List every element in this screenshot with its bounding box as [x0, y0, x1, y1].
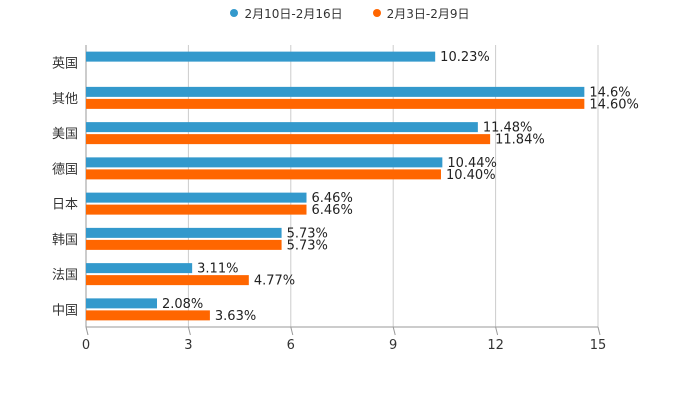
x-tick-mark [597, 326, 601, 336]
bar-series-2[interactable] [86, 275, 249, 286]
bar-series-2[interactable] [86, 169, 441, 180]
bar-series-2[interactable] [86, 98, 585, 109]
data-label-series-2: 6.46% [312, 203, 353, 218]
data-label-series-1: 5.73% [287, 226, 328, 241]
bar-series-1[interactable] [86, 86, 585, 97]
x-tick-label: 12 [487, 338, 504, 353]
data-label-series-1: 3.11% [197, 262, 238, 277]
legend-label-series-2: 2月3日-2月9日 [386, 6, 470, 21]
data-label-series-2: 11.84% [495, 133, 545, 148]
bar-series-2[interactable] [86, 310, 210, 321]
bar-series-1[interactable] [86, 227, 282, 238]
bar-series-1[interactable] [86, 51, 436, 62]
legend-label-series-1: 2月10日-2月16日 [244, 6, 343, 21]
category-label: 英国 [52, 57, 78, 72]
x-tick-mark [392, 326, 396, 336]
category-label: 德国 [52, 162, 78, 177]
x-tick-label: 9 [389, 338, 397, 353]
data-label-series-1: 14.6% [589, 85, 630, 100]
x-tick-label: 6 [287, 338, 295, 353]
x-tick-label: 0 [82, 338, 90, 353]
chart-bars [86, 51, 585, 321]
data-label-series-1: 10.23% [440, 50, 490, 65]
category-label: 日本 [52, 198, 78, 213]
x-tick-label: 15 [590, 338, 607, 353]
x-tick-mark [290, 326, 294, 336]
data-label-series-1: 10.44% [447, 156, 497, 171]
data-label-series-2: 5.73% [287, 238, 328, 253]
x-tick-label: 3 [184, 338, 192, 353]
legend-swatch-series-2 [372, 9, 381, 17]
category-label: 其他 [52, 92, 78, 107]
legend-item-series-2[interactable]: 2月3日-2月9日 [372, 4, 470, 22]
bar-series-1[interactable] [86, 157, 443, 168]
chart-axes: 0 3 6 9 12 15 [82, 45, 606, 353]
bar-series-1[interactable] [86, 192, 307, 203]
data-label-series-1: 2.08% [162, 297, 203, 312]
bar-series-2[interactable] [86, 134, 491, 145]
category-label: 韩国 [52, 233, 78, 248]
legend-swatch-series-1 [230, 9, 239, 17]
bar-series-1[interactable] [86, 298, 157, 309]
data-label-series-2: 3.63% [215, 309, 256, 324]
chart-legend: 2月10日-2月16日 2月3日-2月9日 [0, 4, 700, 22]
x-tick-mark [85, 326, 89, 336]
bar-series-1[interactable] [86, 263, 193, 274]
x-tick-mark [187, 326, 191, 336]
category-label: 法国 [52, 268, 78, 283]
bar-series-2[interactable] [86, 204, 307, 215]
data-label-series-2: 14.60% [589, 97, 639, 112]
category-label: 中国 [52, 303, 78, 318]
chart-labels: 英国 10.23% 其他 14.6%14.60% 美国 11.48%11.84% 德国 10.… [52, 50, 639, 324]
data-label-series-1: 6.46% [312, 191, 353, 206]
legend-item-series-1[interactable]: 2月10日-2月16日 [230, 4, 343, 22]
data-label-series-2: 4.77% [254, 274, 295, 289]
bar-series-2[interactable] [86, 239, 282, 250]
data-label-series-1: 11.48% [483, 121, 533, 136]
bar-series-1[interactable] [86, 122, 478, 133]
x-tick-mark [495, 326, 499, 336]
data-label-series-2: 10.40% [446, 168, 496, 183]
category-label: 美国 [52, 127, 78, 142]
